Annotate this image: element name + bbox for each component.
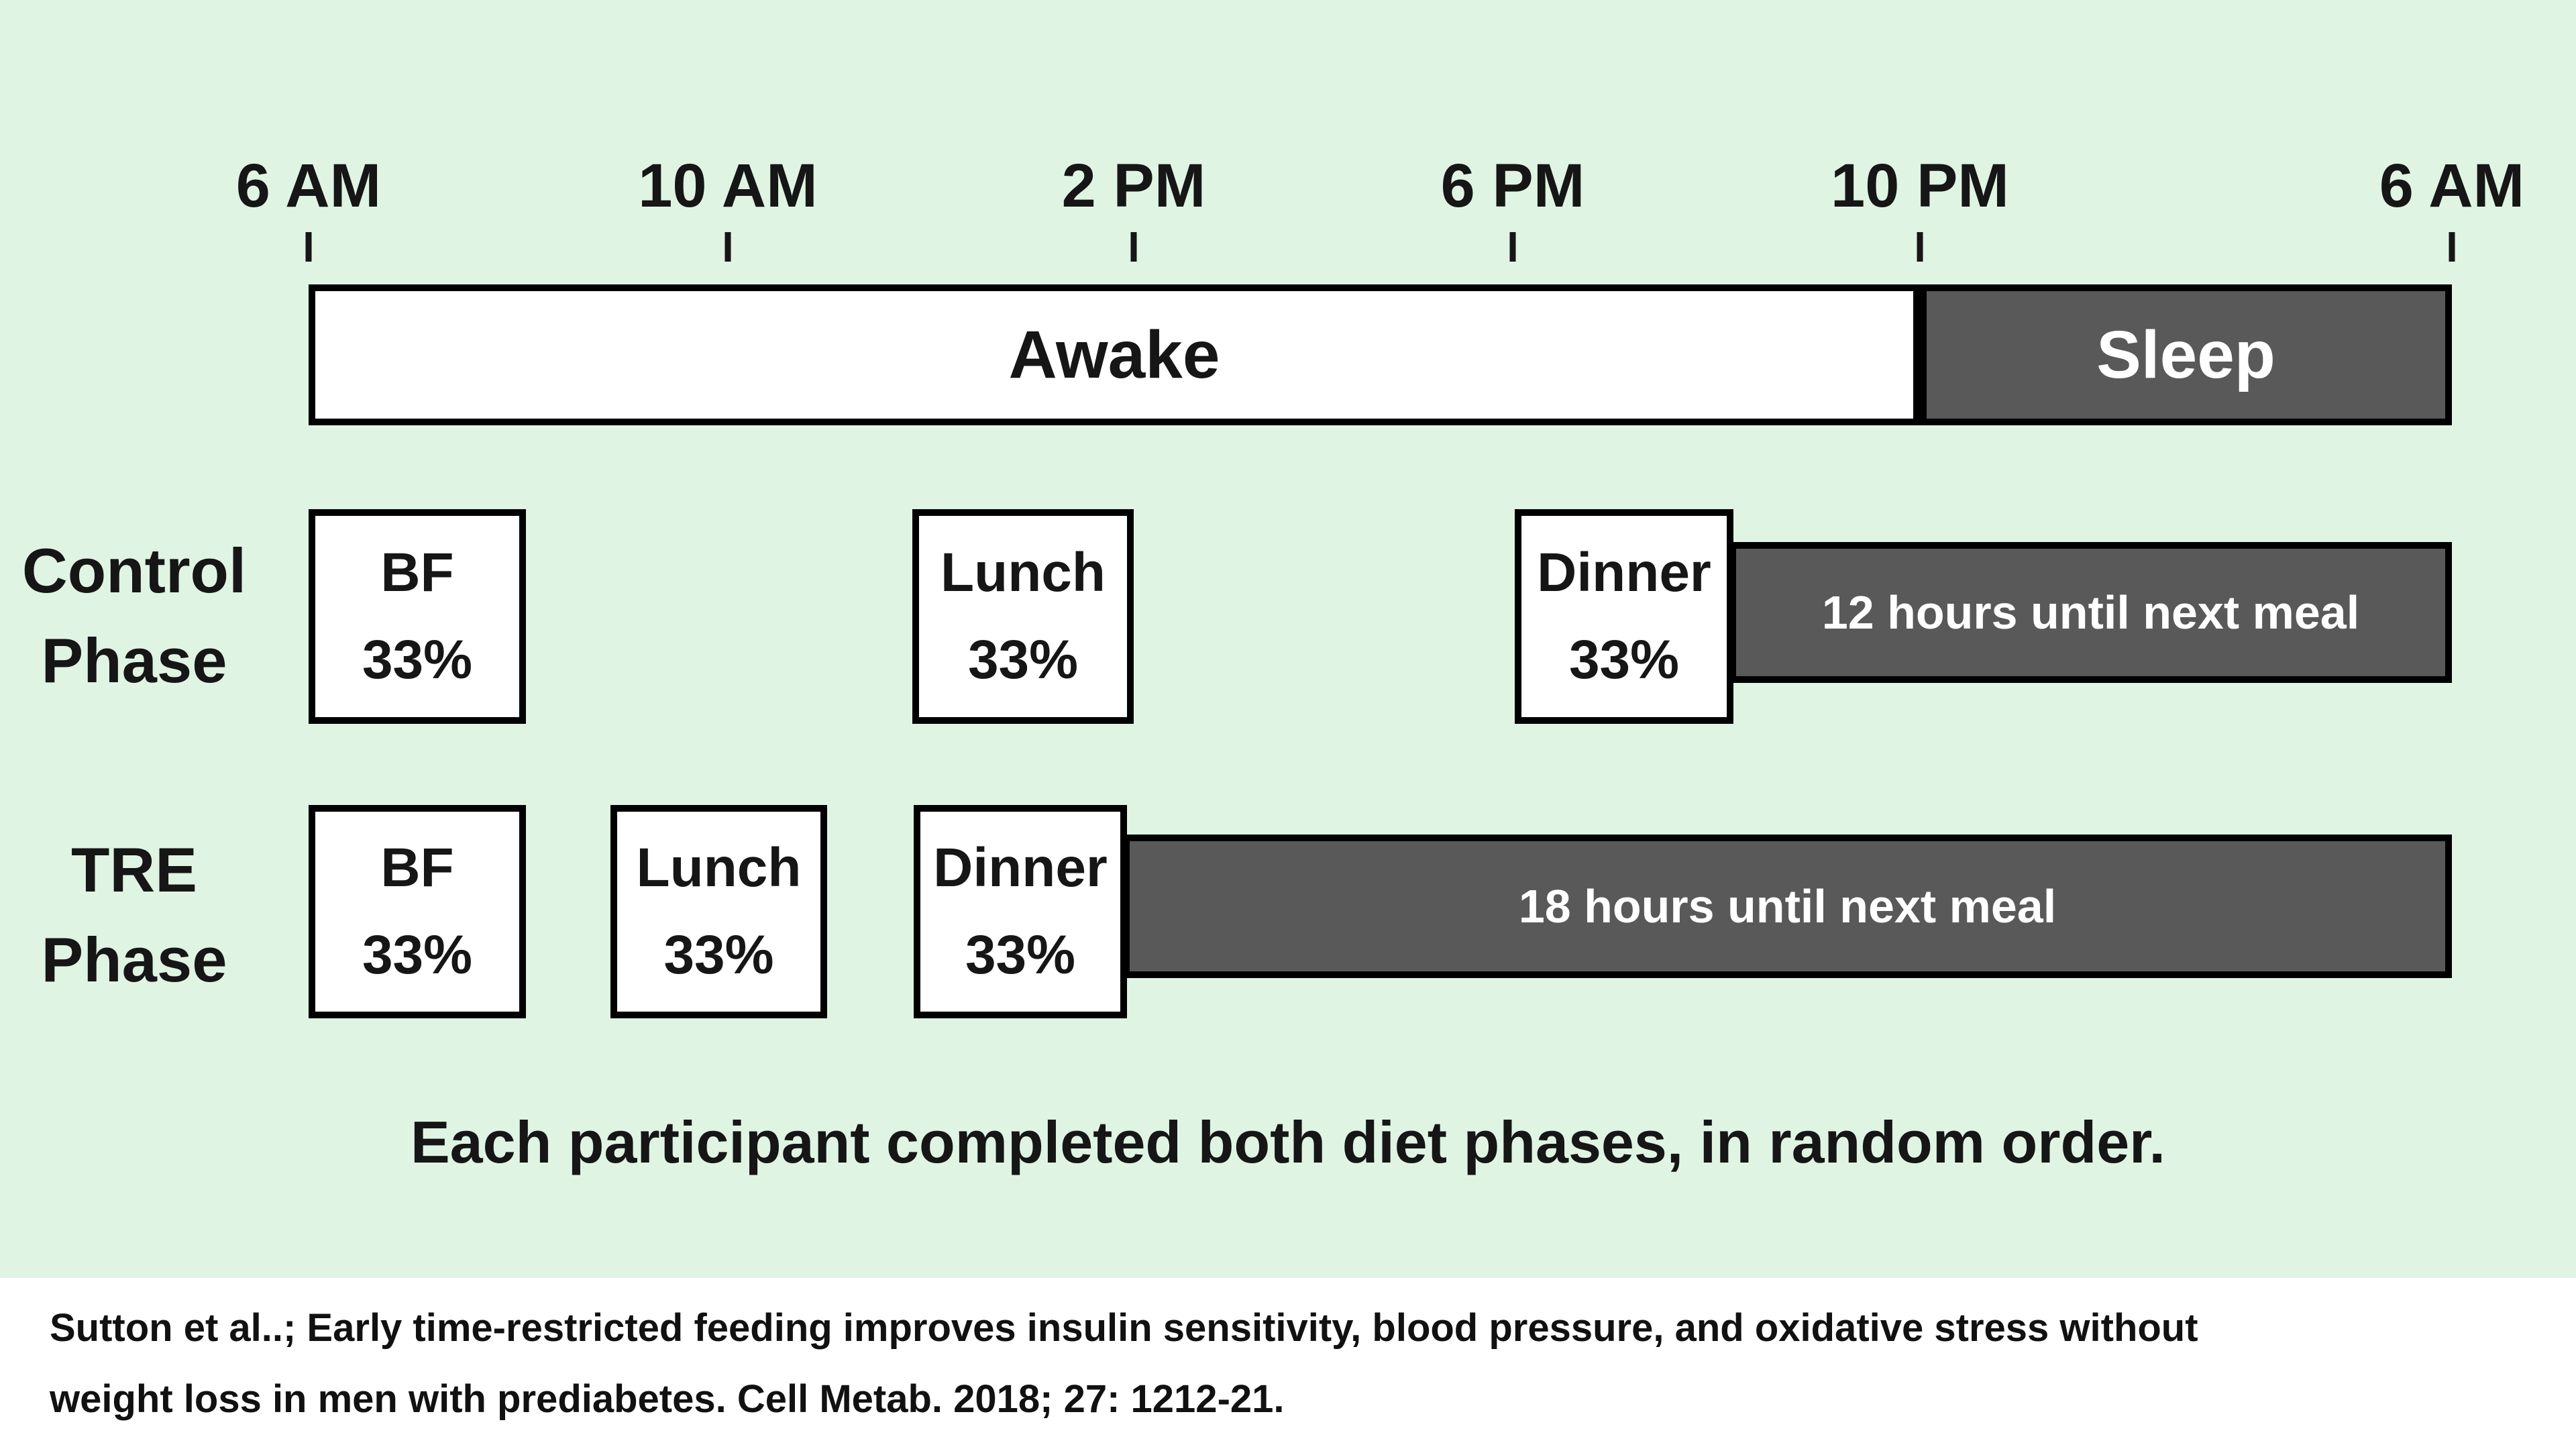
tick-mark-6am-end bbox=[2449, 232, 2455, 262]
control-fasting-bar: 12 hours until next meal bbox=[1729, 542, 2452, 683]
meal-share: 33% bbox=[663, 924, 774, 985]
awake-label: Awake bbox=[1008, 317, 1220, 392]
meal-box-tre-breakfast: BF 33% bbox=[309, 805, 526, 1018]
control-fasting-label: 12 hours until next meal bbox=[1821, 586, 2360, 639]
caption: Each participant completed both diet pha… bbox=[410, 1109, 2166, 1175]
meal-share: 33% bbox=[965, 924, 1076, 985]
tick-mark-6pm bbox=[1509, 232, 1516, 262]
control-phase-label-line1: Control bbox=[21, 535, 247, 606]
tick-label-10pm: 10 PM bbox=[1831, 152, 2009, 220]
citation-line1: Sutton et al..; Early time-restricted fe… bbox=[50, 1306, 2198, 1350]
meal-share: 33% bbox=[1568, 629, 1680, 690]
control-phase-label: Control Phase bbox=[0, 526, 268, 706]
meal-box-control-dinner: Dinner 33% bbox=[1515, 509, 1733, 724]
meal-name: Lunch bbox=[636, 837, 802, 898]
tre-fasting-label: 18 hours until next meal bbox=[1518, 880, 2057, 932]
meal-name: Dinner bbox=[933, 837, 1108, 898]
tick-mark-2pm bbox=[1130, 232, 1137, 262]
meal-name: BF bbox=[380, 837, 454, 898]
tick-label-6am-end: 6 AM bbox=[2379, 152, 2525, 220]
tre-phase-label-line2: Phase bbox=[41, 924, 227, 995]
meal-share: 33% bbox=[362, 924, 473, 985]
citation-text: Sutton et al..; Early time-restricted fe… bbox=[50, 1293, 2532, 1435]
citation-line2: weight loss in men with prediabetes. Cel… bbox=[50, 1377, 1285, 1421]
meal-name: BF bbox=[380, 542, 454, 603]
tick-label-6am-start: 6 AM bbox=[235, 152, 382, 220]
tick-label-6pm: 6 PM bbox=[1440, 152, 1585, 220]
meal-box-tre-dinner: Dinner 33% bbox=[914, 805, 1127, 1018]
tick-label-2pm: 2 PM bbox=[1061, 152, 1206, 220]
tick-label-10am: 10 AM bbox=[638, 152, 818, 220]
tre-phase-label: TRE Phase bbox=[0, 825, 268, 1005]
citation-footer: Sutton et al..; Early time-restricted fe… bbox=[0, 1278, 2576, 1449]
tre-fasting-bar: 18 hours until next meal bbox=[1123, 835, 2452, 978]
tick-mark-6am-start bbox=[305, 232, 312, 262]
awake-bar: Awake bbox=[309, 284, 1920, 425]
control-phase-label-line2: Phase bbox=[41, 625, 227, 696]
meal-name: Lunch bbox=[941, 542, 1106, 603]
meal-box-control-lunch: Lunch 33% bbox=[912, 509, 1134, 724]
tre-phase-label-line1: TRE bbox=[71, 835, 197, 905]
tick-mark-10am bbox=[724, 232, 731, 262]
tick-mark-10pm bbox=[1917, 232, 1923, 262]
meal-name: Dinner bbox=[1537, 542, 1711, 603]
meal-box-control-breakfast: BF 33% bbox=[309, 509, 526, 724]
meal-box-tre-lunch: Lunch 33% bbox=[610, 805, 827, 1018]
meal-share: 33% bbox=[967, 629, 1079, 690]
sleep-bar: Sleep bbox=[1920, 284, 2452, 425]
meal-share: 33% bbox=[362, 629, 473, 690]
sleep-label: Sleep bbox=[2096, 317, 2275, 392]
